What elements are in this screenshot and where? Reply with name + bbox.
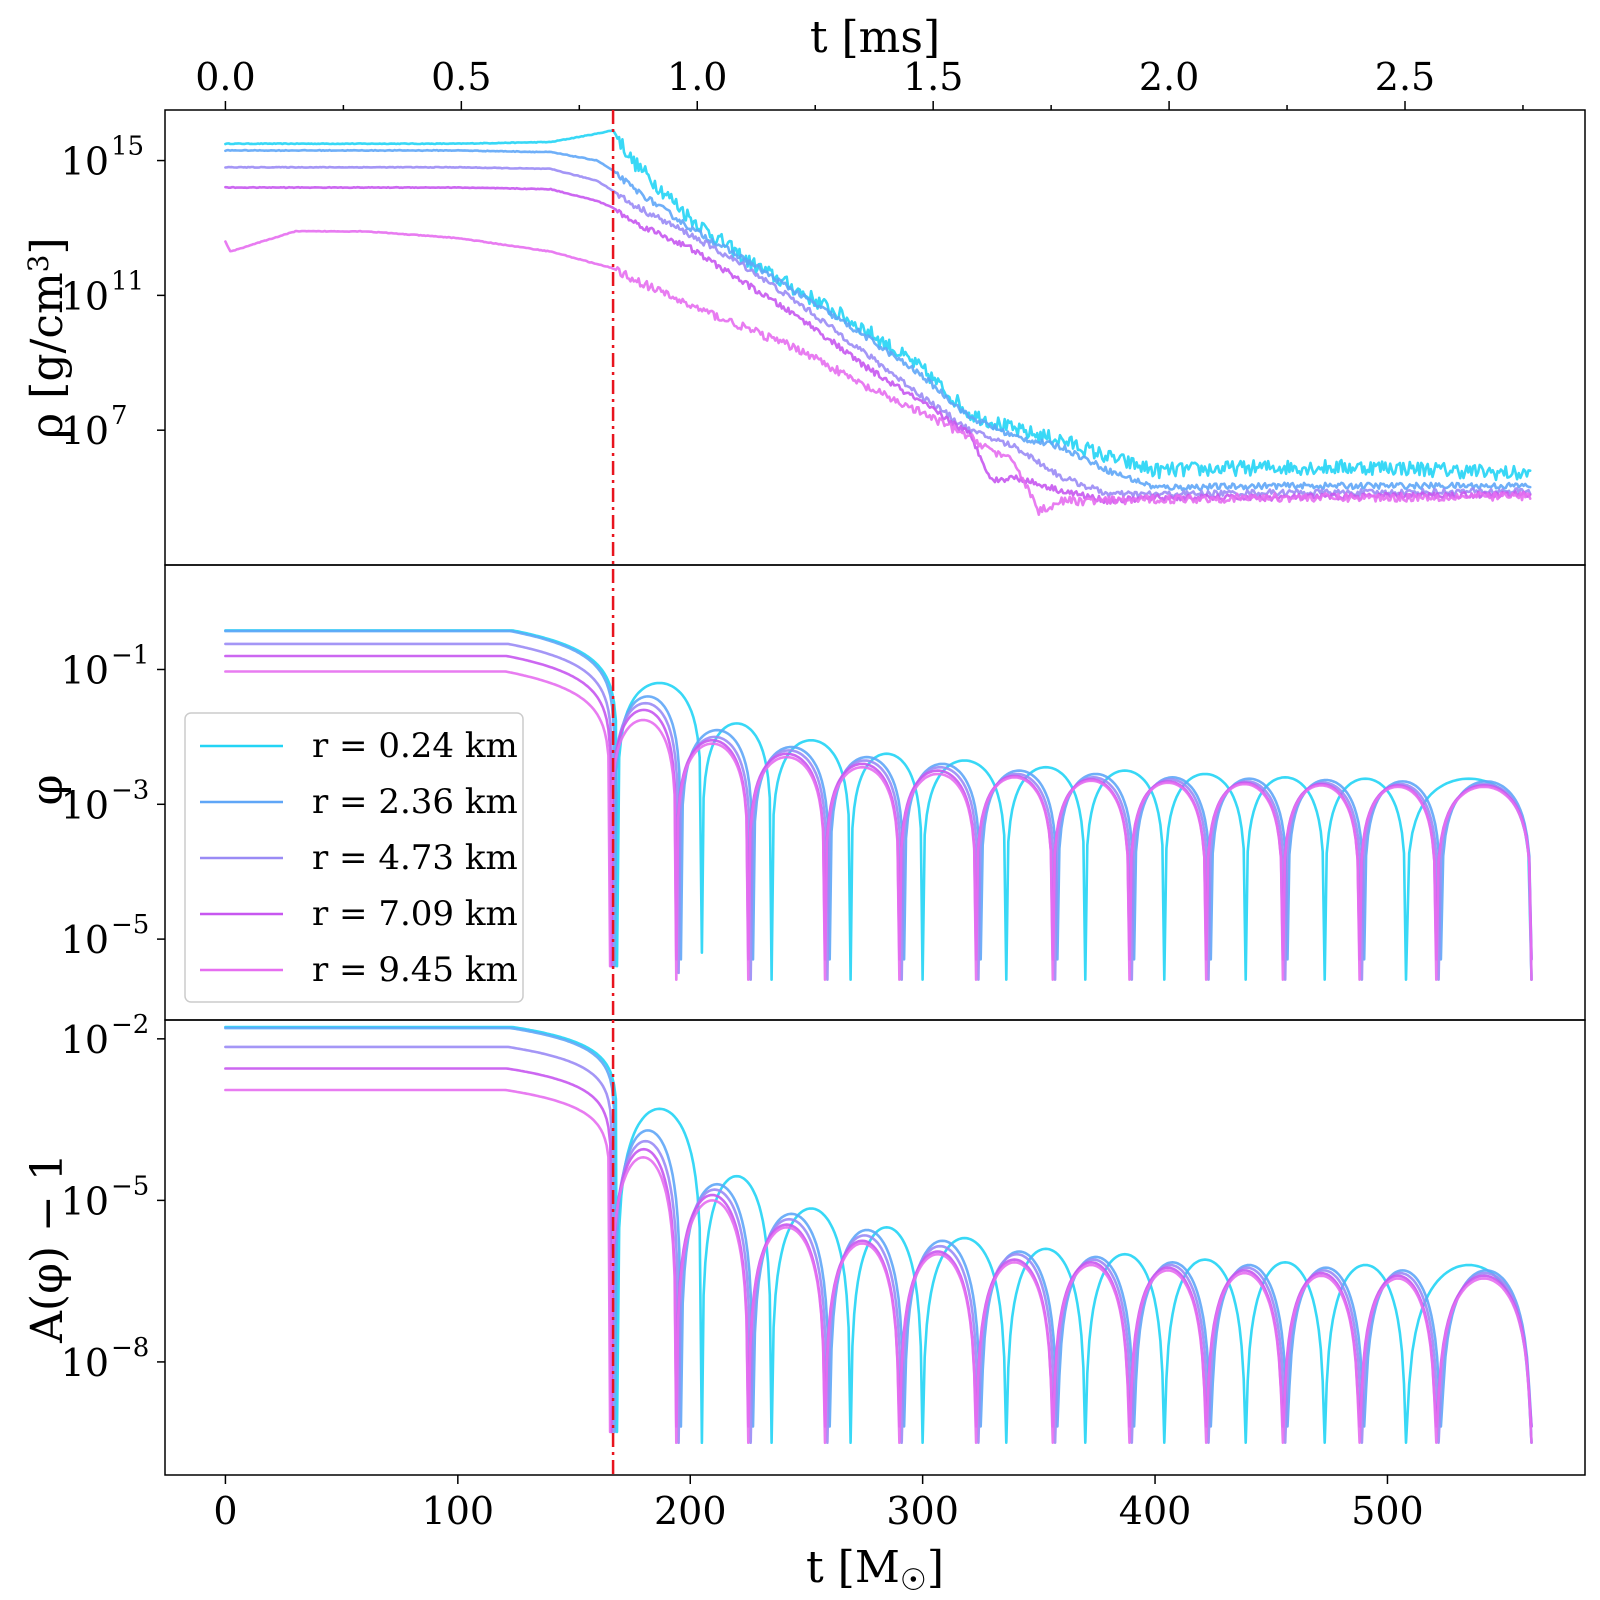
ytick-label-phi-0: 10 <box>61 648 109 692</box>
ytick-label-A-0: 10 <box>61 1018 109 1062</box>
panel-rho-series <box>224 128 1532 516</box>
ylabel-phi: φ <box>22 775 73 806</box>
xtick-label-0: 0 <box>213 1489 237 1533</box>
series-rho-2 <box>224 165 1532 499</box>
legend-label-1: r = 2.36 km <box>312 782 518 822</box>
legend: r = 0.24 km r = 2.36 km r = 4.73 km r = 7.0… <box>184 712 524 1003</box>
ylabel-rho: ρ [g/cm3] <box>22 237 73 438</box>
ytick-label-phi-1: 10 <box>61 783 109 827</box>
xtop-tick-label-1: 0.5 <box>431 55 491 99</box>
xtop-tick-label-4: 2.0 <box>1139 55 1199 99</box>
legend-label-3: r = 7.09 km <box>312 894 518 934</box>
ytick-exp-A-2: −8 <box>111 1333 149 1363</box>
series-A-2 <box>224 1045 1533 1444</box>
series-phi-4 <box>224 670 1533 981</box>
xtick-label-4: 400 <box>1119 1489 1192 1533</box>
legend-label-0: r = 0.24 km <box>312 726 518 766</box>
series-A-4 <box>224 1088 1533 1444</box>
series-rho-4 <box>224 229 1532 516</box>
xtick-label-2: 200 <box>654 1489 727 1533</box>
legend-entries: r = 0.24 km r = 2.36 km r = 4.73 km r = 7.0… <box>200 726 518 990</box>
ytick-exp-A-1: −5 <box>111 1171 149 1201</box>
panels-group <box>164 109 1586 1476</box>
legend-label-2: r = 4.73 km <box>312 838 518 878</box>
ytick-label-rho-2: 10 <box>61 409 109 453</box>
ytick-label-A-1: 10 <box>61 1179 109 1223</box>
ytick-exp-rho-0: 15 <box>111 132 144 162</box>
legend-label-4: r = 9.45 km <box>312 950 518 990</box>
ytick-exp-phi-0: −1 <box>111 640 149 670</box>
series-rho-3 <box>224 185 1532 505</box>
ytick-label-rho-1: 10 <box>61 274 109 318</box>
xtick-label-5: 500 <box>1351 1489 1424 1533</box>
xtop-tick-label-2: 1.0 <box>667 55 727 99</box>
xtop-tick-label-0: 0.0 <box>195 55 255 99</box>
ytick-exp-phi-2: −5 <box>111 910 149 940</box>
ylabel-A: A(φ) − 1 <box>22 1153 73 1344</box>
ytick-label-A-2: 10 <box>61 1341 109 1385</box>
bottom-axis-label: t [M☉] <box>806 1542 944 1598</box>
series-A-1 <box>224 1026 1533 1434</box>
legend-box <box>184 712 524 1003</box>
ytick-exp-phi-1: −3 <box>111 775 149 805</box>
ytick-exp-A-0: −2 <box>111 1010 149 1040</box>
series-rho-0 <box>224 128 1532 482</box>
ytick-label-phi-2: 10 <box>61 918 109 962</box>
ytick-exp-rho-1: 11 <box>111 266 144 296</box>
panel-phi-series <box>224 629 1533 981</box>
xtop-tick-label-5: 2.5 <box>1375 55 1435 99</box>
panel-A-series <box>224 1025 1533 1444</box>
ytick-label-rho-0: 10 <box>61 140 109 184</box>
ytick-exp-rho-2: 7 <box>111 401 128 431</box>
top-axis-label: t [ms] <box>810 12 940 63</box>
xtick-label-1: 100 <box>422 1489 495 1533</box>
series-rho-1 <box>224 148 1532 492</box>
series-A-3 <box>224 1067 1533 1434</box>
xtick-label-3: 300 <box>886 1489 959 1533</box>
xtop-tick-label-3: 1.5 <box>903 55 963 99</box>
panel-frame-A <box>164 1019 1586 1476</box>
